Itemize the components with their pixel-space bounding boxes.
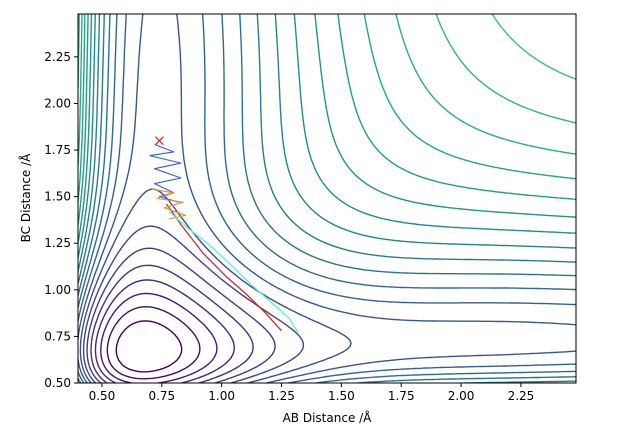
plot-frame [77, 13, 577, 384]
x-tick-label: 2.00 [448, 389, 475, 403]
y-tick-label: 0.50 [44, 376, 71, 390]
x-tick-label: 0.75 [148, 389, 175, 403]
trajectory-line [152, 188, 187, 220]
contour-level [115, 320, 183, 373]
contour-level [82, 225, 305, 383]
contour-level [78, 14, 576, 383]
start-marker [154, 136, 164, 146]
contour-level [106, 306, 201, 380]
y-tick-label: 1.25 [44, 236, 71, 250]
x-tick-label: 1.75 [388, 389, 415, 403]
contour-level [78, 14, 576, 167]
y-tick-label: 2.00 [44, 96, 71, 110]
trajectory-lines [149, 136, 299, 334]
x-axis-ticks: 0.50 0.75 1.00 1.25 1.50 1.75 2.00 2.25 [89, 383, 535, 403]
contour-level [94, 279, 235, 383]
contour-level [491, 14, 576, 80]
contour-level [79, 188, 352, 383]
contour-level [78, 14, 576, 383]
contour-level [78, 14, 576, 244]
contour-level [90, 264, 254, 383]
y-tick-label: 2.25 [44, 50, 71, 64]
x-tick-label: 1.00 [208, 389, 235, 403]
contour-level [78, 14, 576, 124]
contour-level [78, 14, 576, 383]
y-tick-label: 0.75 [44, 329, 71, 343]
trajectory-line [149, 143, 182, 203]
x-tick-label: 2.25 [508, 389, 535, 403]
contour-level [100, 292, 218, 383]
contour-level [78, 14, 576, 203]
x-tick-label: 1.25 [268, 389, 295, 403]
trajectory-line [168, 211, 299, 334]
contour-level [78, 14, 576, 272]
y-tick-label: 1.00 [44, 283, 71, 297]
contour-level [78, 14, 576, 226]
x-axis-label: AB Distance /Å [283, 410, 373, 425]
y-axis-label: BC Distance /Å [18, 153, 33, 243]
contour-level [86, 247, 276, 383]
trajectory-line [166, 203, 282, 332]
x-tick-label: 1.50 [328, 389, 355, 403]
contour-level [78, 14, 576, 383]
y-axis-ticks: 0.50 0.75 1.00 1.25 1.50 1.75 2.00 2.25 [44, 50, 78, 390]
y-tick-label: 1.50 [44, 190, 71, 204]
y-tick-label: 1.75 [44, 143, 71, 157]
contour-lines [78, 14, 576, 383]
contour-level [78, 14, 576, 383]
x-tick-label: 0.50 [89, 389, 116, 403]
